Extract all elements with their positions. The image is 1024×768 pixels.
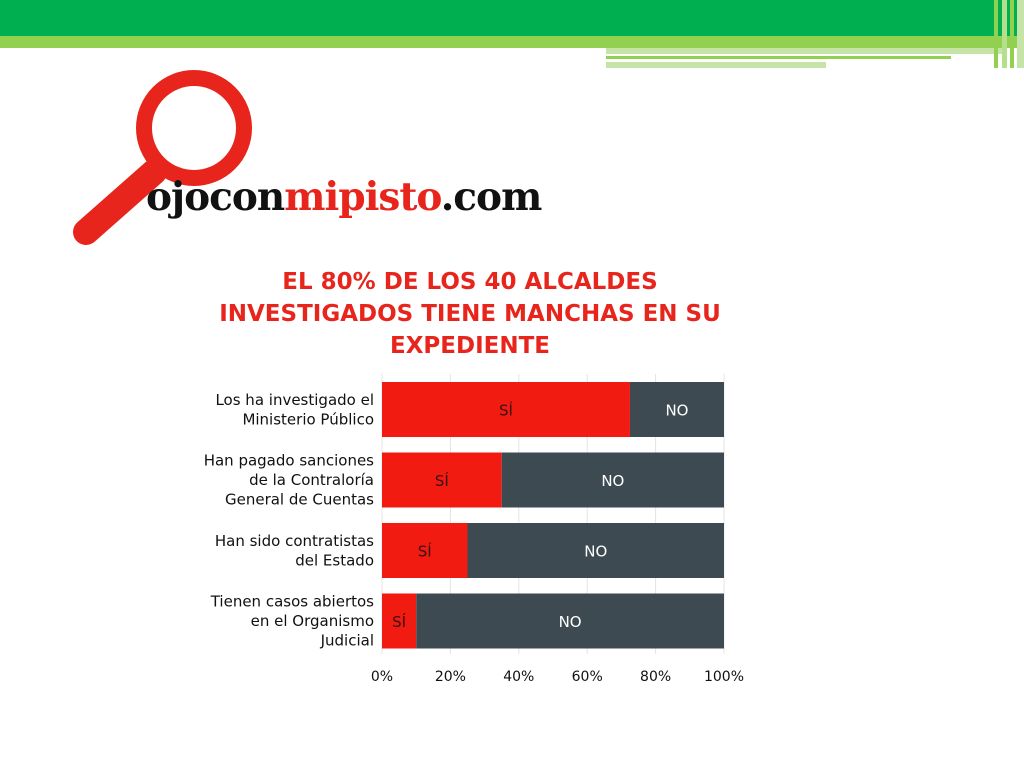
bar-data-label: SÍ bbox=[418, 542, 432, 561]
category-label: Ministerio Público bbox=[242, 410, 374, 428]
bar-segment-no bbox=[629, 382, 724, 437]
x-tick-label: 60% bbox=[572, 669, 603, 685]
category-label: Han sido contratistas bbox=[215, 532, 374, 550]
category-label: General de Cuentas bbox=[225, 491, 374, 509]
category-label: Los ha investigado el bbox=[215, 391, 374, 409]
bar-data-label: NO bbox=[601, 472, 624, 490]
bar-data-label: SÍ bbox=[499, 401, 513, 420]
bar-segment-si bbox=[382, 452, 502, 508]
x-tick-label: 20% bbox=[435, 669, 466, 685]
category-label: Han pagado sanciones bbox=[204, 452, 374, 470]
logo-text-mipisto: mipisto bbox=[284, 174, 441, 220]
logo-wordmark: ojoconmipisto.com bbox=[146, 178, 542, 217]
x-tick-label: 80% bbox=[640, 669, 671, 685]
x-tick-label: 40% bbox=[503, 669, 534, 685]
chart-title-line-1: EL 80% DE LOS 40 ALCALDES bbox=[282, 269, 658, 295]
chart-title: EL 80% DE LOS 40 ALCALDES INVESTIGADOS T… bbox=[190, 266, 750, 362]
bar-data-label: SÍ bbox=[392, 612, 406, 631]
logo-text-com: .com bbox=[440, 174, 543, 220]
bar-segment-si bbox=[382, 382, 630, 437]
x-tick-label: 0% bbox=[371, 669, 393, 685]
header-band bbox=[0, 0, 1024, 68]
bar-data-label: NO bbox=[665, 402, 688, 420]
bar-segment-no bbox=[467, 523, 724, 578]
bar-data-label: SÍ bbox=[435, 471, 449, 490]
chart-title-line-3: EXPEDIENTE bbox=[389, 333, 551, 359]
bar-data-label: NO bbox=[559, 613, 582, 631]
magnifier-logo-icon bbox=[73, 70, 252, 245]
bar-segment-si bbox=[382, 523, 468, 578]
bar-data-label: NO bbox=[584, 543, 607, 561]
category-label: del Estado bbox=[295, 551, 374, 569]
category-label: de la Contraloría bbox=[249, 471, 374, 489]
category-label: Tienen casos abiertos bbox=[210, 593, 374, 611]
chart-title-line-2: INVESTIGADOS TIENE MANCHAS EN SU bbox=[219, 301, 721, 327]
bar-segment-no bbox=[501, 452, 724, 508]
category-label: Judicial bbox=[320, 632, 374, 650]
logo-text-ojocon: ojocon bbox=[146, 174, 285, 220]
bar-segment-no bbox=[416, 593, 724, 649]
category-label: en el Organismo bbox=[251, 612, 374, 630]
x-tick-label: 100% bbox=[704, 669, 744, 685]
bar-segment-si bbox=[382, 593, 417, 649]
